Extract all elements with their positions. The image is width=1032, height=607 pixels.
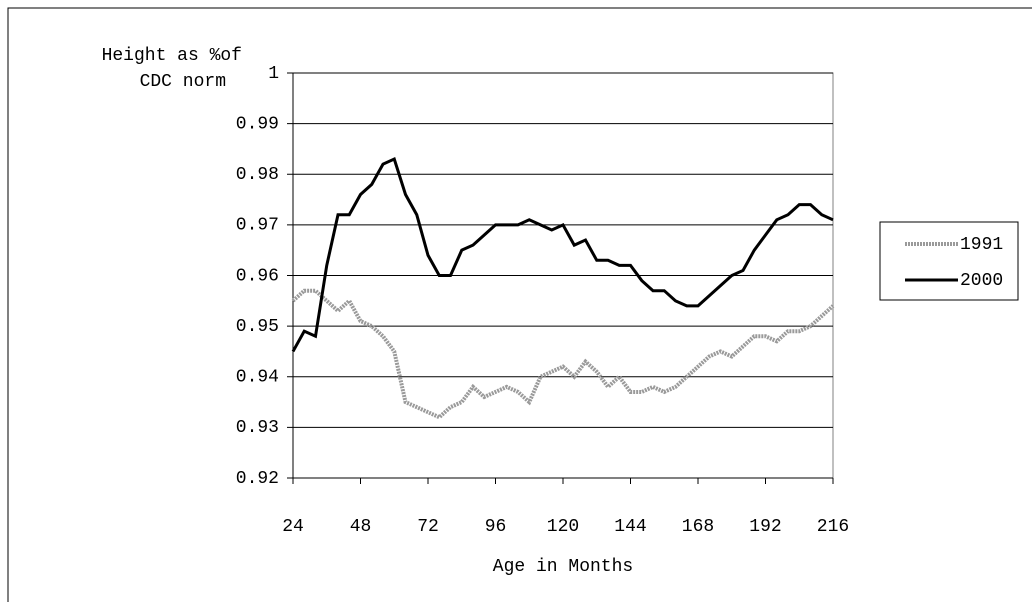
y-tick-label: 0.95 [236,317,279,337]
y-tick-label: 0.98 [236,165,279,185]
line-series [291,157,834,353]
x-tick-label: 216 [817,517,849,537]
y-tick-label: 0.96 [236,266,279,286]
y-axis-label: Height as %of [102,46,242,66]
frame [7,7,1032,607]
y-axis-label: CDC norm [140,72,226,92]
y-tick-label: 0.94 [236,368,279,388]
x-tick-label: 48 [350,517,372,537]
legend-label: 1991 [960,235,1003,255]
x-tick-label: 192 [749,517,781,537]
x-tick-label: 24 [282,517,304,537]
y-tick-label: 0.93 [236,418,279,438]
legend-label: 2000 [960,271,1003,291]
x-tick-label: 96 [485,517,507,537]
x-tick-label: 72 [417,517,439,537]
x-tick-label: 120 [547,517,579,537]
y-tick-label: 1 [268,64,279,84]
legend-box [879,221,1019,301]
x-tick-label: 144 [614,517,646,537]
x-axis-label: Age in Months [493,557,633,577]
x-tick-label: 168 [682,517,714,537]
line-series [291,288,835,420]
y-tick-label: 0.92 [236,469,279,489]
y-tick-label: 0.97 [236,216,279,236]
y-tick-label: 0.99 [236,114,279,134]
